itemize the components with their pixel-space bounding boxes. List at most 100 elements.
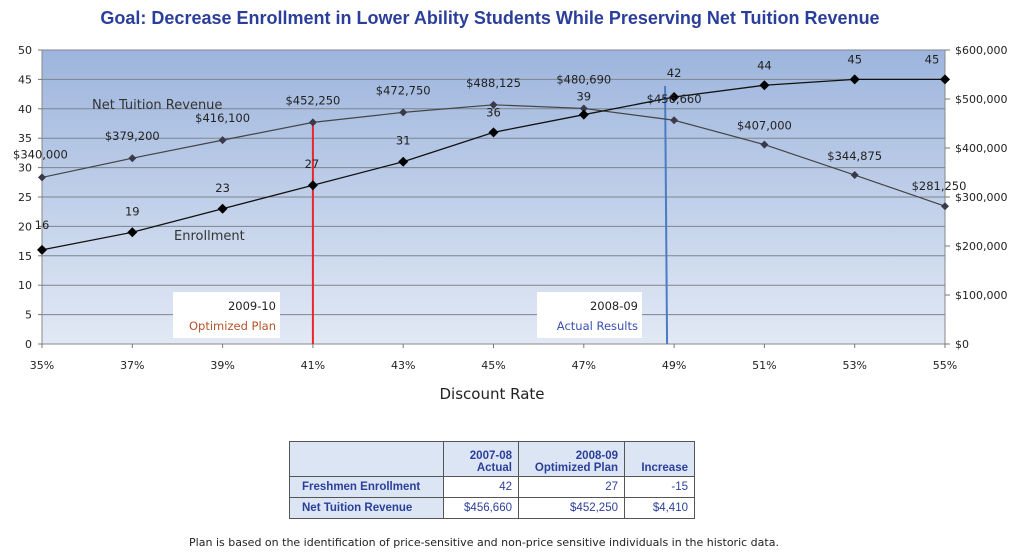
revenue-data-label: $407,000 — [737, 119, 792, 133]
enrollment-data-label: 42 — [667, 66, 682, 80]
enrollment-data-label: 44 — [757, 58, 772, 72]
enrollment-point — [578, 109, 589, 120]
y-left-tick-label: 15 — [18, 250, 32, 263]
enrollment-point — [217, 203, 228, 214]
x-tick-label: 37% — [120, 359, 144, 372]
enrollment-data-label: 27 — [305, 157, 320, 171]
table-header-actual: 2007-08 Actual — [443, 441, 519, 477]
enrollment-data-label: 45 — [847, 52, 862, 66]
header-line1: 2007-08 — [469, 450, 512, 462]
header-line2: Increase — [641, 462, 688, 474]
y-left-tick-label: 35 — [18, 132, 32, 145]
y-left-tick-label: 0 — [25, 338, 32, 351]
table-cell: $452,250 — [518, 497, 625, 519]
revenue-data-label: $480,690 — [556, 72, 611, 86]
revenue-point — [941, 202, 949, 211]
table-cell: $456,660 — [443, 497, 519, 519]
chart: 0 5 10 15 20 25 30 35 40 45 50 $0 $100,000 $200,000 $… — [13, 44, 1008, 403]
row-label: Net Tuition Revenue — [289, 497, 444, 519]
series-label-enrollment: Enrollment — [174, 229, 245, 244]
y-left-tick-label: 30 — [18, 162, 32, 175]
header-line2: Optimized Plan — [534, 462, 618, 474]
footnote: Plan is based on the identification of p… — [189, 536, 779, 549]
y-right-tick-label: $300,000 — [955, 191, 1008, 204]
y-left-tick-label: 25 — [18, 191, 32, 204]
enrollment-data-label: 19 — [125, 204, 140, 218]
revenue-point — [489, 100, 498, 109]
revenue-data-label: $472,750 — [376, 83, 431, 97]
revenue-point — [579, 104, 588, 113]
revenue-point — [850, 171, 859, 180]
enrollment-point — [759, 80, 770, 91]
annotation-box — [537, 292, 642, 338]
y-right-tick-label: $500,000 — [955, 93, 1008, 106]
enrollment-data-label: 31 — [396, 134, 411, 148]
row-label: Freshmen Enrollment — [289, 476, 444, 498]
y-right-tick-label: $400,000 — [955, 142, 1008, 155]
table-row: Freshmen Enrollment 42 27 -15 — [289, 476, 695, 498]
y-right-tick-label: $100,000 — [955, 289, 1008, 302]
table-header-row: 2007-08 Actual 2008-09 Optimized Plan Incr… — [289, 441, 695, 477]
series-label-revenue: Net Tuition Revenue — [92, 98, 222, 113]
y-left-tick-label: 10 — [18, 279, 32, 292]
comparison-table: 2007-08 Actual 2008-09 Optimized Plan Incr… — [289, 441, 695, 519]
revenue-point — [399, 108, 408, 117]
table-header-corner — [289, 441, 444, 477]
header-line2: Actual — [476, 462, 512, 474]
enrollment-data-label: 39 — [576, 90, 591, 104]
annotation-year: 2009-10 — [228, 299, 276, 313]
revenue-data-label: $456,660 — [647, 92, 702, 106]
y-right-tick-label: $0 — [955, 338, 969, 351]
enrollment-point — [307, 180, 318, 191]
revenue-data-label: $488,125 — [466, 76, 521, 90]
revenue-data-label: $344,875 — [827, 149, 882, 163]
table-cell: 27 — [518, 476, 625, 498]
enrollment-point — [940, 74, 950, 85]
y-left-tick-label: 50 — [18, 44, 32, 57]
enrollment-data-label: 45 — [925, 52, 940, 66]
revenue-data-label: $416,100 — [195, 111, 250, 125]
x-tick-label: 39% — [210, 359, 234, 372]
enrollment-data-label: 36 — [486, 105, 501, 119]
table-cell: -15 — [624, 476, 695, 498]
y-left-tick-label: 40 — [18, 103, 32, 116]
x-tick-label: 53% — [842, 359, 866, 372]
enrollment-point — [398, 156, 409, 167]
revenue-data-label: $281,250 — [912, 179, 967, 193]
annotation-year: 2008-09 — [590, 299, 638, 313]
table-header-increase: Increase — [624, 441, 695, 477]
x-tick-label: 51% — [752, 359, 776, 372]
table-row: Net Tuition Revenue $456,660 $452,250 $4… — [289, 497, 695, 519]
x-tick-label: 47% — [572, 359, 596, 372]
enrollment-data-label: 23 — [215, 181, 230, 195]
x-tick-label: 45% — [481, 359, 505, 372]
revenue-data-label: $452,250 — [285, 93, 340, 107]
x-tick-label: 49% — [662, 359, 686, 372]
x-tick-label: 43% — [391, 359, 415, 372]
revenue-point — [760, 140, 769, 149]
x-tick-label: 41% — [301, 359, 325, 372]
table-header-optimized: 2008-09 Optimized Plan — [518, 441, 625, 477]
header-line1: 2008-09 — [575, 450, 618, 462]
revenue-point — [670, 116, 679, 125]
y-right-tick-label: $200,000 — [955, 240, 1008, 253]
enrollment-point — [488, 127, 499, 138]
y-left-tick-label: 45 — [18, 73, 32, 86]
revenue-data-label: $340,000 — [13, 147, 68, 161]
enrollment-data-label: 16 — [35, 218, 50, 232]
enrollment-point — [37, 244, 47, 255]
x-tick-label: 55% — [933, 359, 957, 372]
enrollment-point — [849, 74, 860, 85]
x-axis-title: Discount Rate — [439, 385, 544, 403]
revenue-point — [308, 118, 317, 127]
revenue-data-label: $379,200 — [105, 129, 160, 143]
chart-title: Goal: Decrease Enrollment in Lower Abili… — [100, 8, 880, 28]
y-left-tick-label: 20 — [18, 220, 32, 233]
annotation-text: Optimized Plan — [189, 319, 276, 333]
marker-line — [664, 85, 669, 345]
y-right-tick-label: $600,000 — [955, 44, 1008, 57]
table-cell: $4,410 — [624, 497, 695, 519]
revenue-point — [218, 136, 227, 145]
y-left-tick-label: 5 — [25, 309, 32, 322]
x-tick-label: 35% — [30, 359, 54, 372]
